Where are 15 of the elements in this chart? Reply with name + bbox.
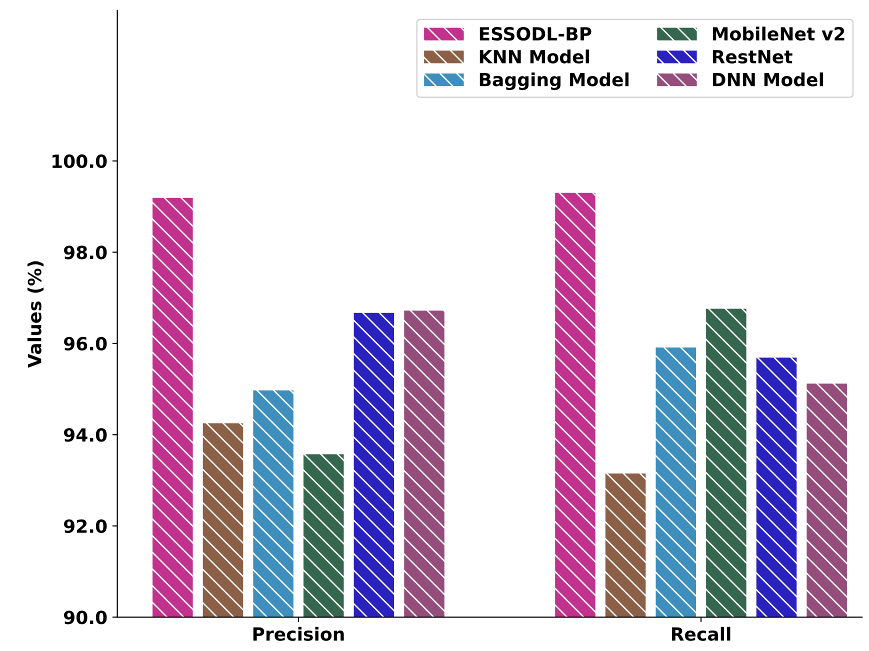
y-tick-label: 100.0 [52, 154, 107, 168]
legend-label: MobileNet v2 [712, 26, 844, 41]
y-tick-label: 94.0 [64, 428, 107, 442]
x-tick-label: Recall [672, 626, 730, 641]
y-tick-label: 98.0 [64, 246, 107, 260]
legend-label: RestNet [712, 50, 792, 64]
y-tick-label: 90.0 [64, 610, 107, 624]
y-tick-label: 96.0 [64, 336, 107, 351]
y-axis-title: Values (%) [27, 261, 44, 368]
legend-label: Bagging Model [480, 72, 629, 90]
legend-label: DNN Model [712, 72, 823, 86]
legend-label: ESSODL-BP [480, 26, 592, 41]
legend-label: KNN Model [480, 50, 589, 64]
y-tick-label: 92.0 [64, 519, 107, 534]
x-tick-label: Precision [253, 626, 344, 641]
